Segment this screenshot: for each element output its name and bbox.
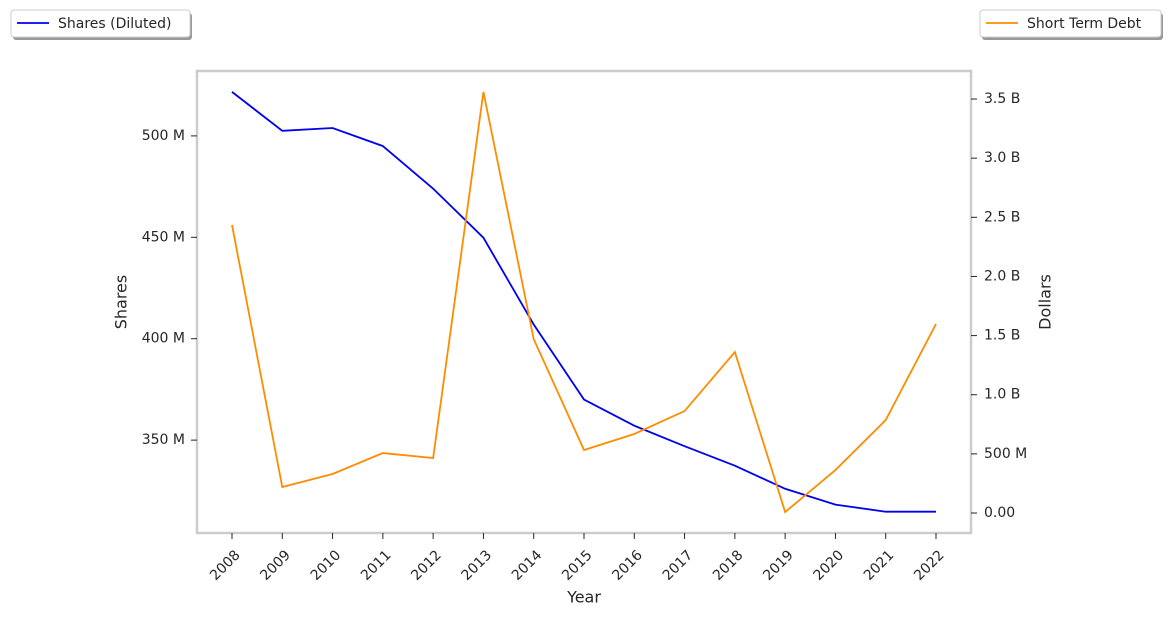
y-tick-label: 350 M — [142, 432, 185, 448]
legend: Shares (Diluted) — [10, 9, 192, 40]
x-tick-label: 2008 — [207, 547, 244, 584]
x-tick-label: 2021 — [861, 547, 898, 584]
y2-tick-label: 3.5 B — [984, 91, 1020, 107]
legend: Short Term Debt — [979, 9, 1163, 40]
y2-axis-title: Dollars — [1036, 274, 1055, 330]
y2-tick-label: 3.0 B — [984, 150, 1020, 166]
x-tick-label: 2019 — [760, 547, 797, 584]
y-axis-title: Shares — [112, 275, 131, 330]
series-line — [231, 91, 936, 513]
legend-box — [979, 9, 1162, 38]
y-tick-label: 450 M — [142, 229, 185, 245]
y-tick-label: 400 M — [142, 331, 185, 347]
x-tick-label: 2016 — [609, 547, 646, 584]
x-tick-label: 2015 — [559, 547, 596, 584]
legend-box — [10, 9, 191, 38]
x-tick-label: 2011 — [358, 547, 395, 584]
y2-tick-label: 2.0 B — [984, 268, 1020, 284]
y-tick-label: 500 M — [142, 128, 185, 144]
plot-frame — [195, 69, 973, 535]
y2-tick-label: 500 M — [984, 446, 1027, 462]
y2-tick-label: 0.00 — [984, 505, 1015, 521]
legend-label: Shares (Diluted) — [58, 16, 172, 32]
x-tick-label: 2010 — [308, 547, 345, 584]
y2-tick-label: 2.5 B — [984, 209, 1020, 225]
x-tick-label: 2018 — [710, 547, 747, 584]
x-tick-label: 2017 — [660, 547, 697, 584]
y2-tick-label: 1.0 B — [984, 387, 1020, 403]
x-axis-title: Year — [566, 588, 601, 607]
y2-tick-label: 1.5 B — [984, 328, 1020, 344]
x-tick-label: 2022 — [911, 547, 948, 584]
series-line — [231, 91, 937, 514]
x-tick-label: 2009 — [257, 547, 294, 584]
x-tick-label: 2013 — [459, 547, 496, 584]
x-tick-label: 2020 — [811, 547, 848, 584]
x-tick-label: 2014 — [509, 547, 546, 584]
x-tick-label: 2012 — [408, 547, 445, 584]
legend-label: Short Term Debt — [1027, 16, 1142, 32]
